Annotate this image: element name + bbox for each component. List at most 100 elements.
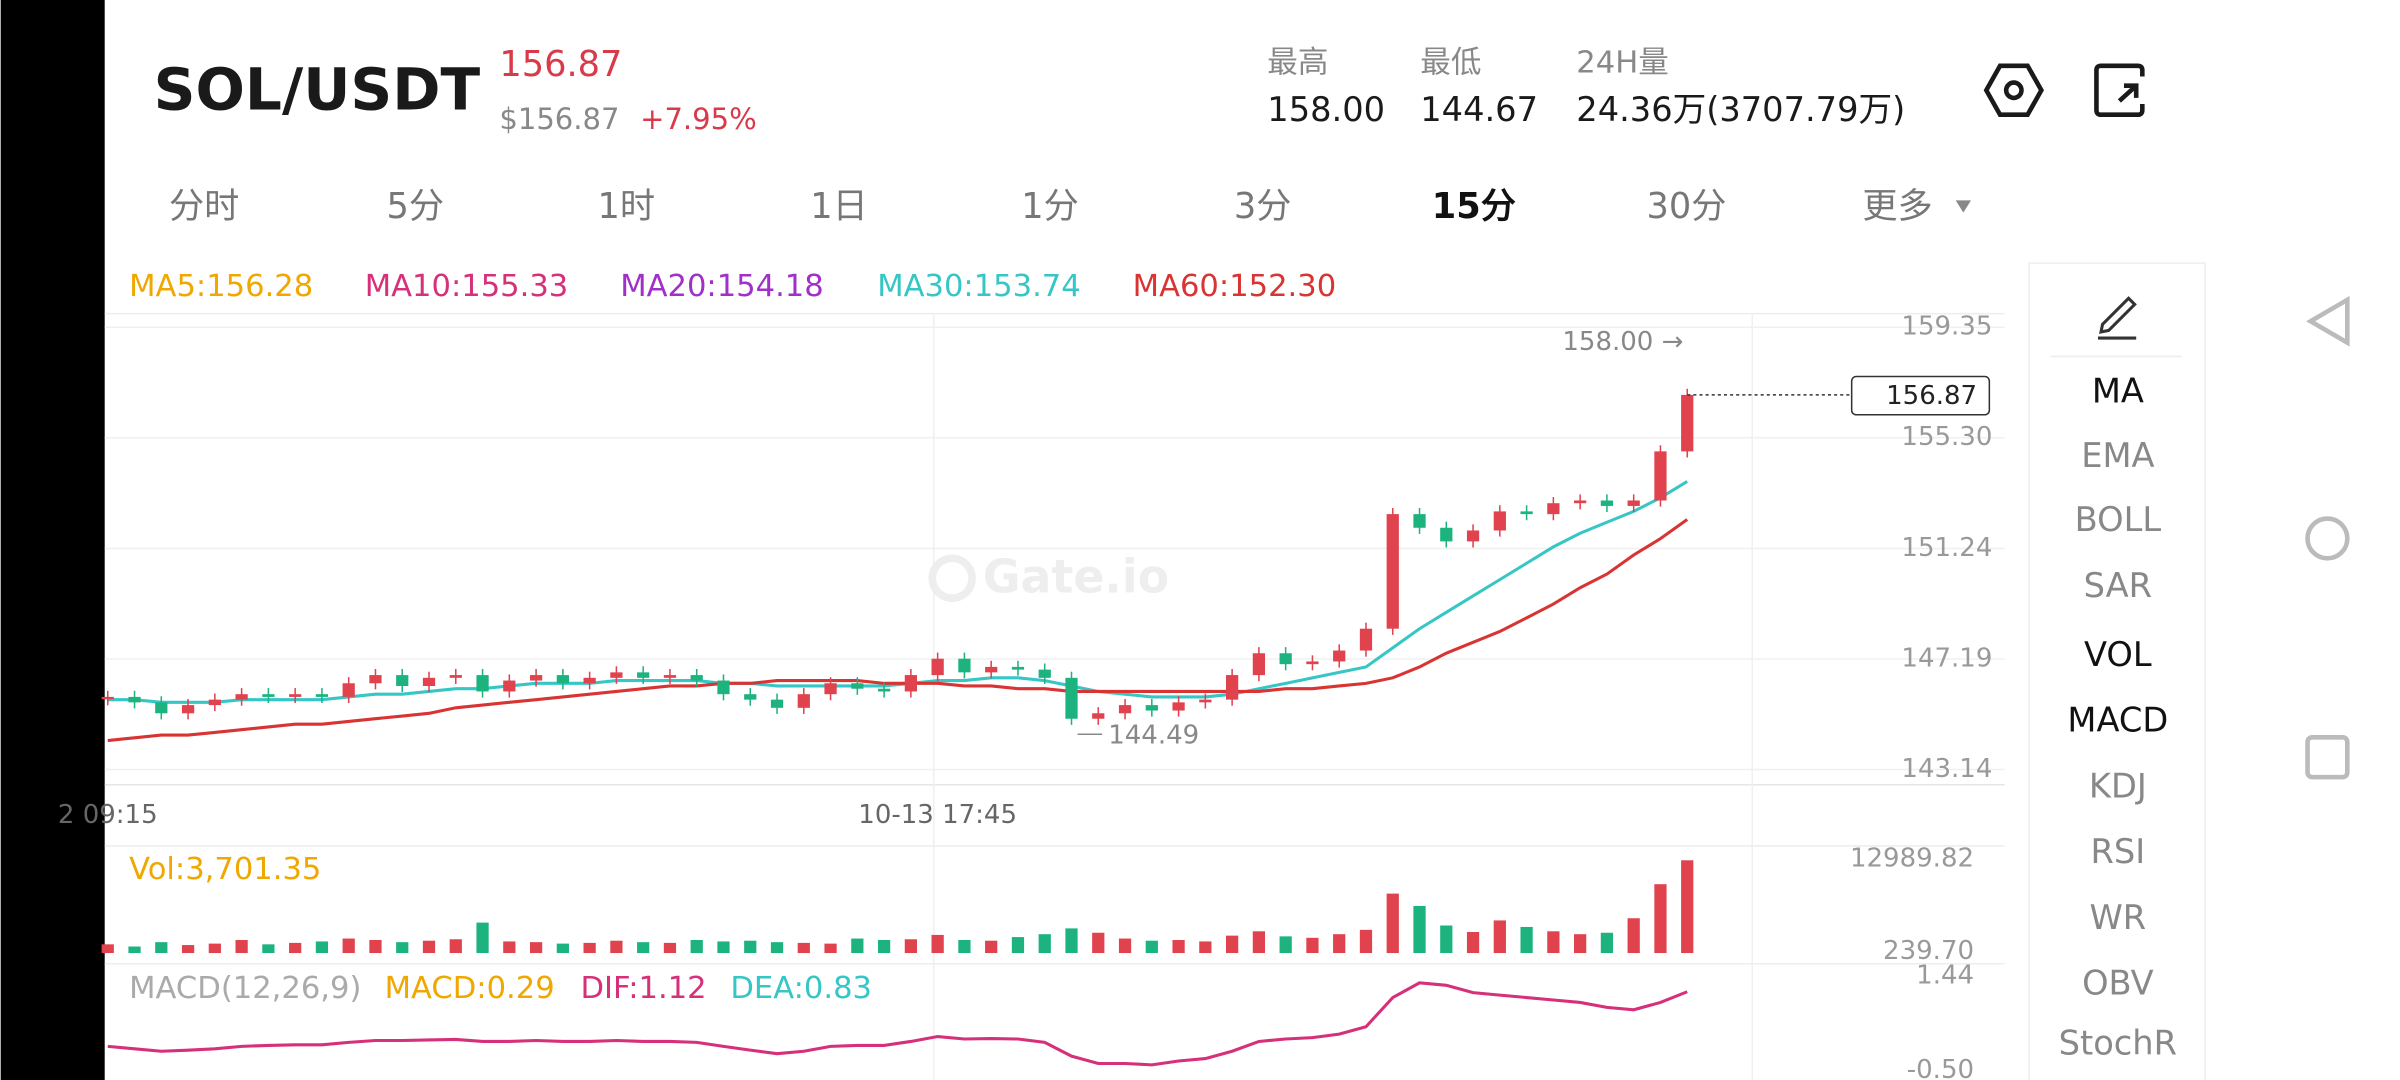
candle [1547,503,1560,515]
candle [1627,500,1640,506]
settings-icon[interactable] [1983,63,2044,118]
candle [529,675,543,681]
watermark: Gate.io [983,549,1169,603]
volume-bar [155,942,168,954]
draw-tool[interactable] [2097,296,2137,340]
volume-bar [529,942,543,954]
volume-bar [1252,931,1266,954]
indicator[interactable]: SAR [2084,566,2152,605]
pair: SOL/USDT [154,55,481,123]
macd-legend: DEA:0.83 [730,971,872,1006]
interval-tab[interactable]: 30分 [1646,186,1726,227]
macd-tick-label: 1.44 [1916,961,1974,991]
volume-bar [1279,936,1292,954]
candle [396,675,409,686]
candle [1440,527,1453,542]
volume-bar [1627,918,1640,954]
candle [797,694,810,708]
nav-back[interactable] [2306,295,2350,347]
candle [1092,713,1105,719]
volume-bar [583,942,596,954]
dropdown-arrow[interactable] [1955,200,1971,213]
ma-line [107,480,1689,704]
volume-bar [289,942,302,954]
stat-value: 144.67 [1420,90,1538,129]
volume-bar [1654,884,1667,954]
volume-bar [1386,893,1399,954]
indicator[interactable]: MACD [2067,701,2168,740]
macd-tick-label: -0.50 [1907,1055,1974,1080]
interval-tab[interactable]: 分时 [169,186,239,227]
hexagon[interactable] [1983,63,2044,118]
watermark-logo [928,554,976,602]
x-tick-label: 2 09:15 [58,800,158,830]
volume-bar [1547,931,1560,954]
indicator[interactable]: StochR [2059,1023,2177,1062]
candle [610,672,623,678]
volume-bar [1359,929,1373,954]
interval-tab[interactable]: 15分 [1432,186,1516,227]
candle [1038,669,1051,678]
candle [985,666,998,673]
y-tick-label: 143.14 [1901,754,1992,784]
ma-legend: MA5:156.28 [129,269,313,304]
volume-bar [1172,939,1185,954]
high-label: 158.00 → [1562,327,1683,357]
candle [1306,661,1319,665]
interval-tab[interactable]: 更多 [1862,186,1932,227]
vol-tick-label: 12989.82 [1850,843,1974,873]
ma-legend: MA10:155.33 [365,269,569,304]
volume-bar [1440,925,1453,954]
volume-bar [877,939,891,954]
interval-tab[interactable]: 3分 [1234,186,1292,227]
nav-home[interactable] [2305,516,2350,561]
volume-bar [369,939,382,954]
indicator[interactable]: BOLL [2075,500,2162,539]
candle [1600,500,1614,506]
interval-tab[interactable]: 1分 [1021,186,1079,227]
y-tick-label: 147.19 [1901,643,1992,673]
nav-recent[interactable] [2305,735,2350,780]
indicator[interactable]: RSI [2091,832,2146,871]
candle [208,699,221,706]
volume-bar [1011,937,1025,954]
interval-tab[interactable]: 5分 [386,186,444,227]
candle [476,675,489,692]
volume-bar [1092,932,1105,954]
indicator[interactable]: VOL [2084,635,2152,674]
share-icon[interactable] [2094,63,2145,118]
indicator[interactable]: KDJ [2089,766,2147,805]
volume-bar [422,940,436,954]
volume-bar [797,942,810,954]
candle [1359,628,1373,651]
candle [128,696,141,703]
interval-tab[interactable]: 1时 [598,186,656,227]
candle [637,672,650,678]
candle [503,680,516,692]
indicator[interactable]: EMA [2081,436,2154,475]
candle [235,694,248,700]
interval-tab[interactable]: 1日 [810,186,868,227]
candle [1681,394,1694,452]
candle [369,675,382,684]
macd-legend: MACD:0.29 [385,971,555,1006]
indicator[interactable]: WR [2090,898,2147,937]
volume-bar [262,944,275,954]
volume-bar [958,939,971,954]
indicator[interactable]: MA [2092,372,2144,411]
left-edge [0,0,105,1080]
ma-legend: MA30:153.74 [877,269,1081,304]
indicator[interactable]: OBV [2082,964,2154,1003]
volume-bar [1600,932,1614,954]
volume-bar [1493,920,1506,954]
candle [1011,666,1025,670]
volume-bar [663,942,677,954]
volume-bar [1520,926,1533,954]
candle [663,675,677,678]
ma-legend: MA60:152.30 [1133,269,1337,304]
candle [744,694,757,700]
hexagon-dot[interactable] [2003,80,2024,101]
price-usd: $156.87 [499,102,619,136]
volume-bar [101,944,114,954]
candle [556,675,569,684]
